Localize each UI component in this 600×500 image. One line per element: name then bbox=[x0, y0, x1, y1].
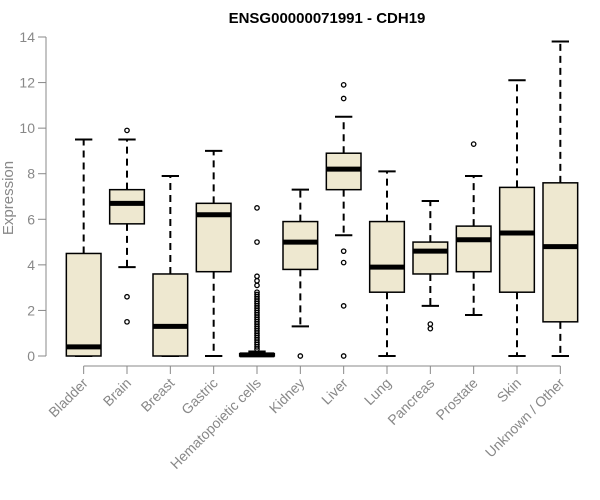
y-tick-label-2: 4 bbox=[27, 257, 35, 273]
y-axis-label: Expression bbox=[0, 161, 17, 235]
y-tick-label-6: 12 bbox=[19, 75, 35, 91]
x-tick-label-9: Prostate bbox=[433, 375, 481, 423]
x-tick-label-10: Skin bbox=[494, 375, 525, 406]
boxes-group bbox=[65, 40, 579, 359]
outlier-point bbox=[470, 141, 477, 147]
outlier-point bbox=[340, 303, 347, 309]
iqr-box bbox=[498, 186, 536, 293]
outlier-point bbox=[427, 325, 434, 332]
x-tick-label-7: Lung bbox=[361, 375, 394, 408]
box-group-6 bbox=[325, 82, 362, 359]
outlier-point bbox=[124, 127, 130, 134]
box-group-7 bbox=[368, 170, 406, 357]
box-group-11 bbox=[542, 40, 579, 357]
outlier-point bbox=[340, 259, 347, 266]
outlier-point bbox=[124, 318, 130, 325]
outlier-point bbox=[254, 289, 260, 296]
outlier-point bbox=[340, 95, 347, 102]
y-tick-label-1: 2 bbox=[27, 302, 35, 318]
y-tick-label-4: 8 bbox=[27, 166, 35, 182]
box-group-8 bbox=[412, 200, 449, 332]
x-tick-label-8: Pancreas bbox=[384, 375, 437, 428]
outlier-point bbox=[254, 273, 260, 280]
outlier-point bbox=[254, 205, 260, 211]
iqr-box bbox=[368, 220, 406, 293]
box-group-1 bbox=[108, 127, 146, 325]
outlier-point bbox=[297, 353, 304, 359]
y-axis: 0 2 4 6 8 10 12 14 bbox=[19, 29, 47, 364]
y-tick-label-7: 14 bbox=[19, 29, 35, 45]
outlier-point bbox=[254, 291, 260, 298]
outlier-point bbox=[427, 321, 434, 327]
chart-title: ENSG00000071991 - CDH19 bbox=[229, 10, 426, 27]
iqr-box bbox=[542, 182, 579, 323]
iqr-box bbox=[65, 252, 102, 357]
outlier-point bbox=[124, 293, 130, 300]
x-tick-label-5: Kidney bbox=[266, 375, 308, 417]
x-tick-label-2: Breast bbox=[138, 375, 178, 415]
iqr-box bbox=[455, 225, 492, 273]
x-tick-label-11: Unknown / Other bbox=[482, 375, 568, 461]
iqr-box bbox=[412, 241, 449, 275]
iqr-box bbox=[152, 273, 189, 357]
outlier-point bbox=[340, 82, 347, 88]
outlier-point bbox=[254, 277, 260, 284]
box-group-3 bbox=[195, 149, 232, 357]
y-tick-label-5: 10 bbox=[19, 120, 35, 136]
x-tick-label-0: Bladder bbox=[45, 375, 91, 421]
y-tick-label-0: 0 bbox=[27, 348, 35, 364]
iqr-box bbox=[108, 188, 146, 225]
x-tick-label-1: Brain bbox=[100, 375, 134, 409]
outlier-point bbox=[254, 239, 260, 245]
outlier-point bbox=[340, 248, 347, 255]
x-tick-label-3: Gastric bbox=[178, 375, 221, 418]
box-group-4 bbox=[238, 205, 276, 358]
x-tick-label-6: Liver bbox=[318, 375, 351, 408]
box-group-2 bbox=[152, 174, 189, 357]
box-group-9 bbox=[455, 141, 492, 316]
box-group-0 bbox=[65, 138, 102, 357]
outlier-point bbox=[340, 353, 347, 359]
box-group-10 bbox=[498, 79, 536, 357]
iqr-box bbox=[282, 220, 319, 271]
outlier-point bbox=[254, 282, 260, 289]
box-group-5 bbox=[282, 188, 319, 359]
y-tick-label-3: 6 bbox=[27, 211, 35, 227]
